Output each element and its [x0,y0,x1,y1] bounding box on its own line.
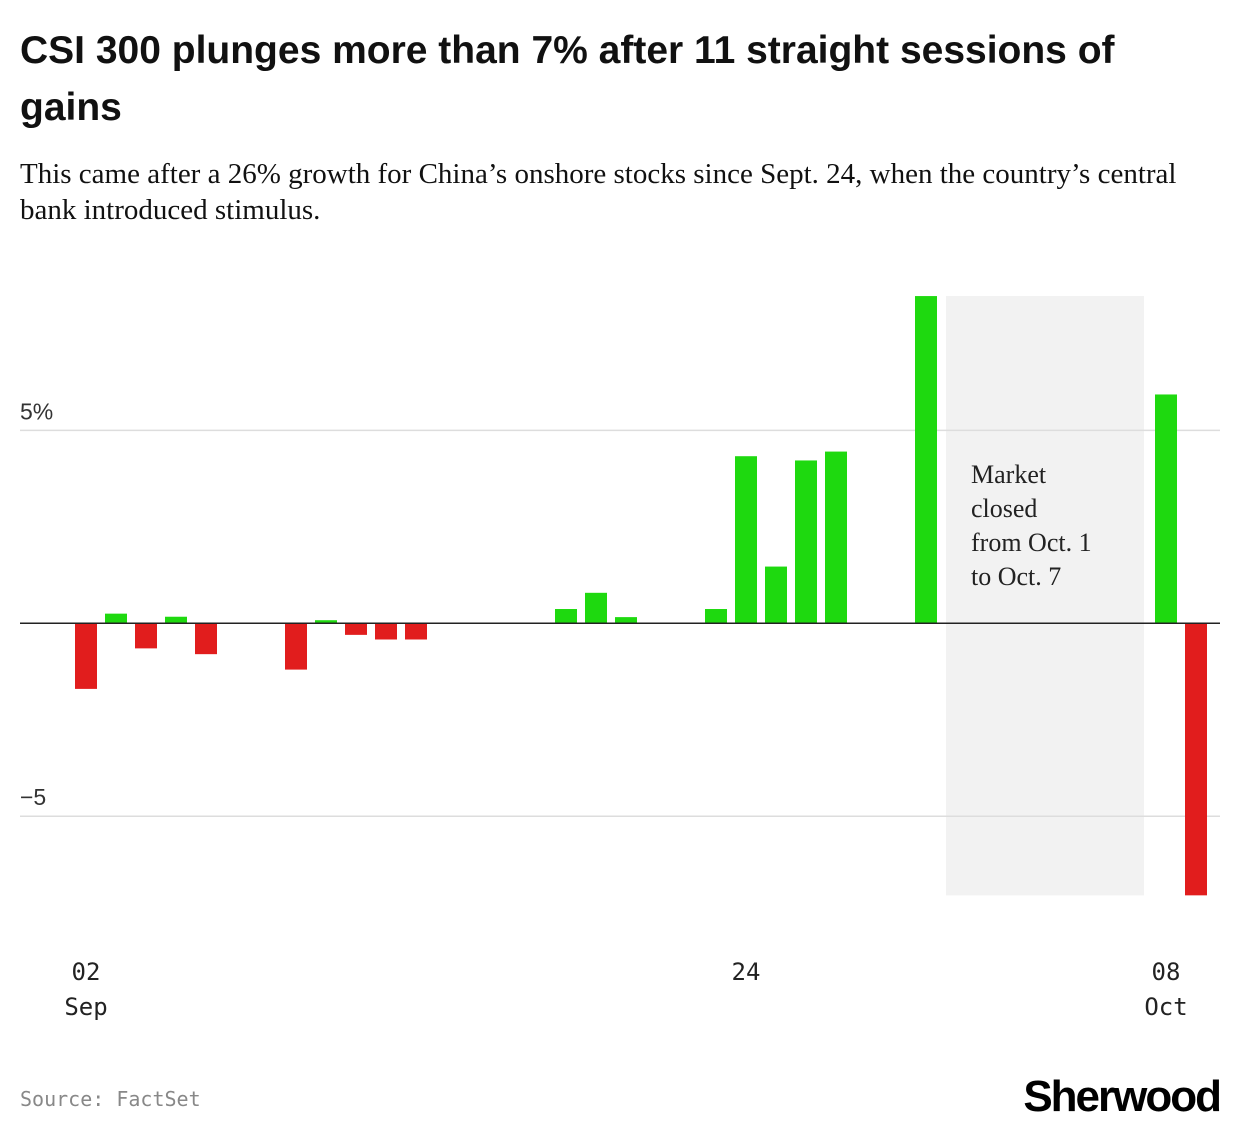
bar [195,623,217,655]
chart-title: CSI 300 plunges more than 7% after 11 st… [20,29,1115,129]
bar [105,613,127,624]
brand-logo: Sherwood [1023,1072,1220,1121]
bar [285,623,307,670]
annotation-text: closed [971,494,1037,523]
annotation-text: to Oct. 7 [971,562,1061,591]
closed-period [946,296,1144,896]
bar [1185,623,1207,896]
bar [765,566,787,624]
source: Source: FactSet [20,1087,201,1111]
x-tick-month: Oct [1144,993,1187,1021]
bar [1155,394,1177,624]
bar [735,456,757,624]
annotation-text: Market [971,460,1047,489]
bar [795,460,817,624]
bar [405,623,427,640]
bar [345,623,367,635]
y-tick-label: 5% [20,398,53,424]
bar [825,451,847,624]
x-tick-label: 24 [732,958,761,986]
bar [615,617,637,624]
bar [585,592,607,624]
annotation-text: from Oct. 1 [971,528,1092,557]
x-tick-label: 02 [72,958,101,986]
y-tick-label: −5 [20,784,46,810]
bar [135,623,157,649]
bar [705,609,727,624]
bar [915,296,937,624]
x-tick-month: Sep [64,993,107,1021]
bar [375,623,397,640]
x-tick-label: 08 [1152,958,1181,986]
chart-subtitle: This came after a 26% growth for China’s… [20,158,1177,226]
bar [315,620,337,624]
bar [165,616,187,624]
bar [555,609,577,624]
bar [75,623,97,689]
